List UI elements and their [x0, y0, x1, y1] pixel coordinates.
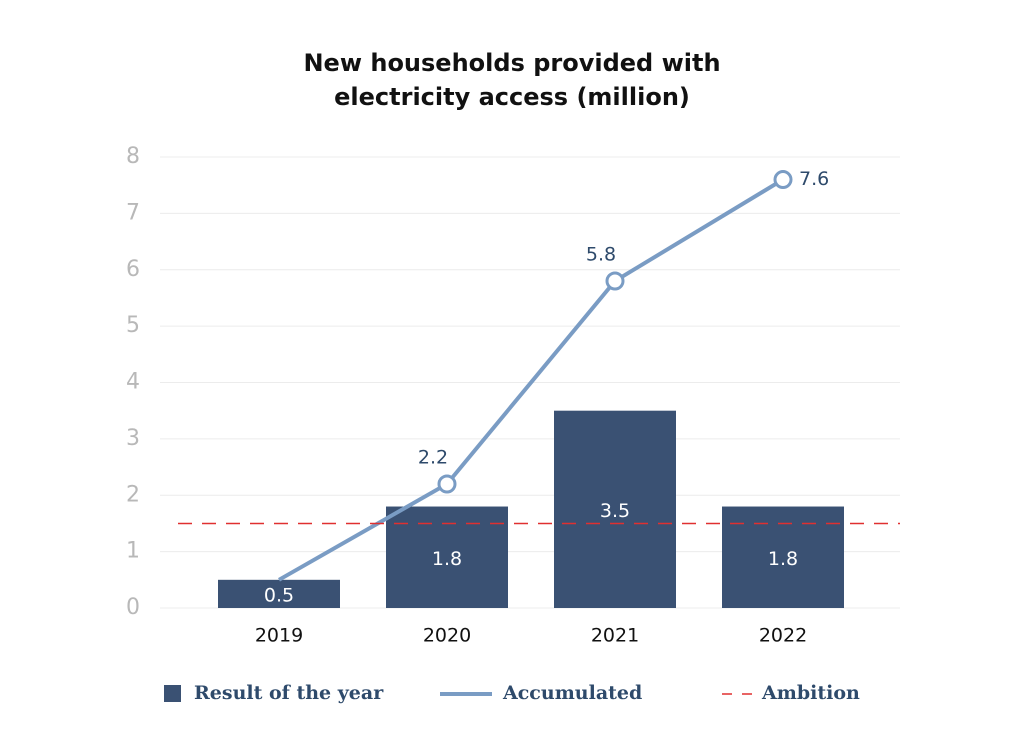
x-tick-label: 2020 [423, 625, 471, 647]
line-label: 7.6 [799, 168, 829, 190]
line-point [605, 271, 625, 291]
bar-label: 3.5 [600, 500, 630, 522]
legend-label: Accumulated [502, 682, 642, 704]
y-tick-label: 0 [126, 595, 140, 620]
line-label: 5.8 [586, 244, 616, 266]
y-tick-label: 6 [126, 257, 140, 282]
bar-label: 1.8 [432, 548, 462, 570]
x-tick-label: 2021 [591, 625, 639, 647]
bar [218, 579, 340, 608]
bar-label: 0.5 [264, 584, 294, 606]
legend-swatch [164, 685, 181, 702]
y-tick-label: 1 [126, 539, 140, 564]
y-tick-label: 7 [126, 200, 140, 225]
line-point [437, 474, 457, 494]
bar-label: 1.8 [768, 548, 798, 570]
legend-label: Ambition [761, 682, 860, 704]
line [278, 177, 785, 582]
legend-label: Result of the year [194, 682, 384, 704]
y-tick-label: 5 [126, 313, 140, 338]
line-point [773, 170, 793, 190]
y-tick-label: 3 [126, 426, 140, 451]
y-tick-label: 4 [126, 370, 140, 395]
y-tick-label: 8 [126, 144, 140, 169]
line-label: 2.2 [418, 446, 448, 468]
x-tick-label: 2022 [759, 625, 807, 647]
x-tick-label: 2019 [255, 625, 303, 647]
bar [554, 410, 676, 608]
chart-title: New households provided with electricity… [303, 49, 721, 111]
y-tick-label: 2 [126, 482, 140, 507]
